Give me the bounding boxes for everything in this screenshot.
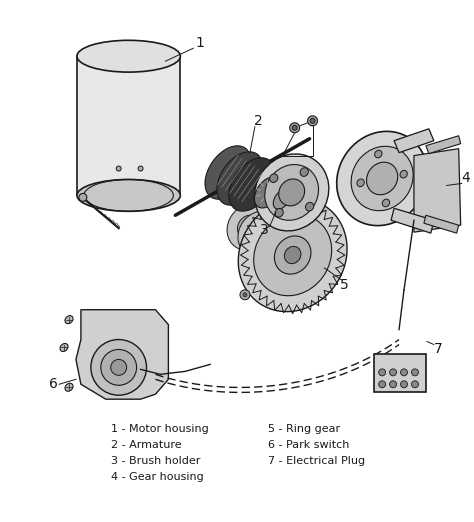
Ellipse shape	[227, 204, 271, 250]
Ellipse shape	[260, 225, 304, 271]
Ellipse shape	[300, 168, 309, 176]
Ellipse shape	[271, 232, 315, 278]
Polygon shape	[76, 310, 168, 399]
Circle shape	[290, 123, 300, 133]
Circle shape	[111, 360, 127, 375]
Circle shape	[379, 369, 386, 376]
Circle shape	[240, 290, 250, 300]
Circle shape	[308, 116, 318, 126]
Ellipse shape	[274, 236, 311, 274]
Circle shape	[411, 381, 419, 388]
Ellipse shape	[255, 154, 329, 231]
Ellipse shape	[65, 316, 73, 324]
Ellipse shape	[270, 236, 293, 260]
Text: 3 - Brush holder: 3 - Brush holder	[111, 456, 200, 466]
Ellipse shape	[249, 218, 293, 264]
Ellipse shape	[238, 198, 347, 312]
Ellipse shape	[275, 208, 283, 217]
Polygon shape	[77, 56, 180, 195]
Ellipse shape	[255, 177, 281, 208]
Ellipse shape	[259, 229, 282, 253]
Text: 7: 7	[434, 342, 443, 357]
Ellipse shape	[383, 199, 390, 207]
Ellipse shape	[279, 179, 305, 206]
Ellipse shape	[77, 180, 180, 211]
Text: 2: 2	[254, 114, 262, 128]
Circle shape	[401, 381, 408, 388]
Ellipse shape	[205, 146, 251, 199]
Ellipse shape	[60, 343, 68, 351]
Text: 6: 6	[49, 377, 57, 392]
Circle shape	[91, 339, 146, 395]
Text: 7 - Electrical Plug: 7 - Electrical Plug	[268, 456, 365, 466]
Polygon shape	[394, 129, 434, 152]
Circle shape	[390, 369, 397, 376]
FancyBboxPatch shape	[374, 354, 426, 392]
Ellipse shape	[254, 215, 332, 296]
Polygon shape	[414, 149, 461, 232]
Ellipse shape	[248, 222, 271, 246]
Text: 1: 1	[196, 37, 205, 50]
Ellipse shape	[284, 246, 301, 264]
Text: 5: 5	[340, 278, 349, 292]
Ellipse shape	[65, 383, 73, 392]
Ellipse shape	[305, 203, 314, 211]
Circle shape	[138, 166, 143, 171]
Ellipse shape	[337, 132, 428, 226]
Ellipse shape	[270, 174, 278, 183]
Ellipse shape	[400, 170, 407, 178]
Text: 2 - Armature: 2 - Armature	[111, 440, 182, 450]
Ellipse shape	[265, 164, 319, 220]
Text: 5 - Ring gear: 5 - Ring gear	[268, 424, 340, 434]
Ellipse shape	[237, 215, 260, 239]
Text: 6 - Park switch: 6 - Park switch	[268, 440, 349, 450]
Text: 4 - Gear housing: 4 - Gear housing	[111, 472, 203, 482]
Ellipse shape	[366, 162, 398, 195]
Circle shape	[79, 193, 87, 201]
Ellipse shape	[281, 243, 304, 267]
Circle shape	[411, 369, 419, 376]
Text: 4: 4	[462, 172, 470, 185]
Circle shape	[116, 166, 121, 171]
Circle shape	[292, 125, 297, 130]
Circle shape	[401, 369, 408, 376]
Circle shape	[243, 293, 247, 297]
Ellipse shape	[217, 152, 263, 205]
Circle shape	[310, 118, 315, 123]
Circle shape	[379, 381, 386, 388]
Text: 3: 3	[259, 223, 268, 237]
Polygon shape	[391, 208, 434, 233]
Ellipse shape	[238, 211, 282, 257]
Polygon shape	[424, 215, 459, 233]
Ellipse shape	[77, 40, 180, 72]
Circle shape	[390, 381, 397, 388]
Text: 1 - Motor housing: 1 - Motor housing	[111, 424, 209, 434]
Ellipse shape	[229, 158, 275, 211]
Ellipse shape	[351, 146, 413, 211]
Ellipse shape	[374, 150, 382, 158]
Polygon shape	[426, 136, 461, 153]
Ellipse shape	[357, 179, 364, 187]
Ellipse shape	[273, 189, 290, 209]
Circle shape	[101, 349, 137, 385]
